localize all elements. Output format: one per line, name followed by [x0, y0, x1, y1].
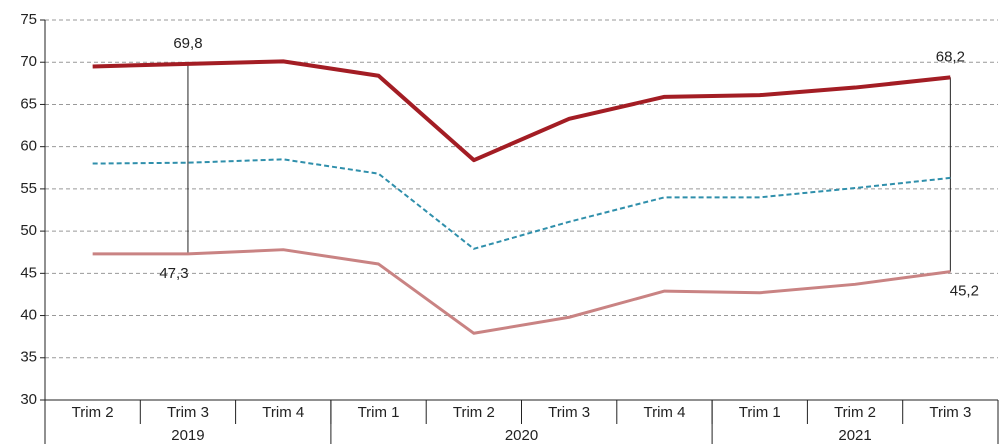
y-tick-label: 65 [20, 95, 37, 112]
group-label: 2019 [171, 427, 204, 444]
y-tick-label: 60 [20, 138, 37, 155]
x-tick-label: Trim 3 [167, 404, 209, 421]
x-tick-label: Trim 2 [72, 404, 114, 421]
group-label: 2020 [505, 427, 538, 444]
y-tick-label: 45 [20, 264, 37, 281]
x-tick-label: Trim 1 [358, 404, 400, 421]
value-label: 69,8 [173, 35, 202, 52]
series-line [92, 59, 951, 163]
y-tick-label: 30 [20, 391, 37, 408]
x-tick-label: Trim 1 [739, 404, 781, 421]
y-tick-label: 40 [20, 307, 37, 324]
value-label: 68,2 [936, 48, 965, 65]
group-label: 2021 [838, 427, 871, 444]
y-tick-label: 50 [20, 222, 37, 239]
value-label: 47,3 [159, 265, 188, 282]
series-line [92, 158, 951, 250]
x-tick-label: Trim 2 [453, 404, 495, 421]
y-tick-label: 75 [20, 11, 37, 28]
series-line [92, 248, 951, 335]
y-tick-label: 70 [20, 53, 37, 70]
x-tick-label: Trim 2 [834, 404, 876, 421]
x-tick-label: Trim 4 [643, 404, 685, 421]
y-tick-label: 35 [20, 349, 37, 366]
x-tick-label: Trim 4 [262, 404, 304, 421]
value-label: 45,2 [950, 283, 979, 300]
x-tick-label: Trim 3 [548, 404, 590, 421]
y-tick-label: 55 [20, 180, 37, 197]
x-tick-label: Trim 3 [929, 404, 971, 421]
